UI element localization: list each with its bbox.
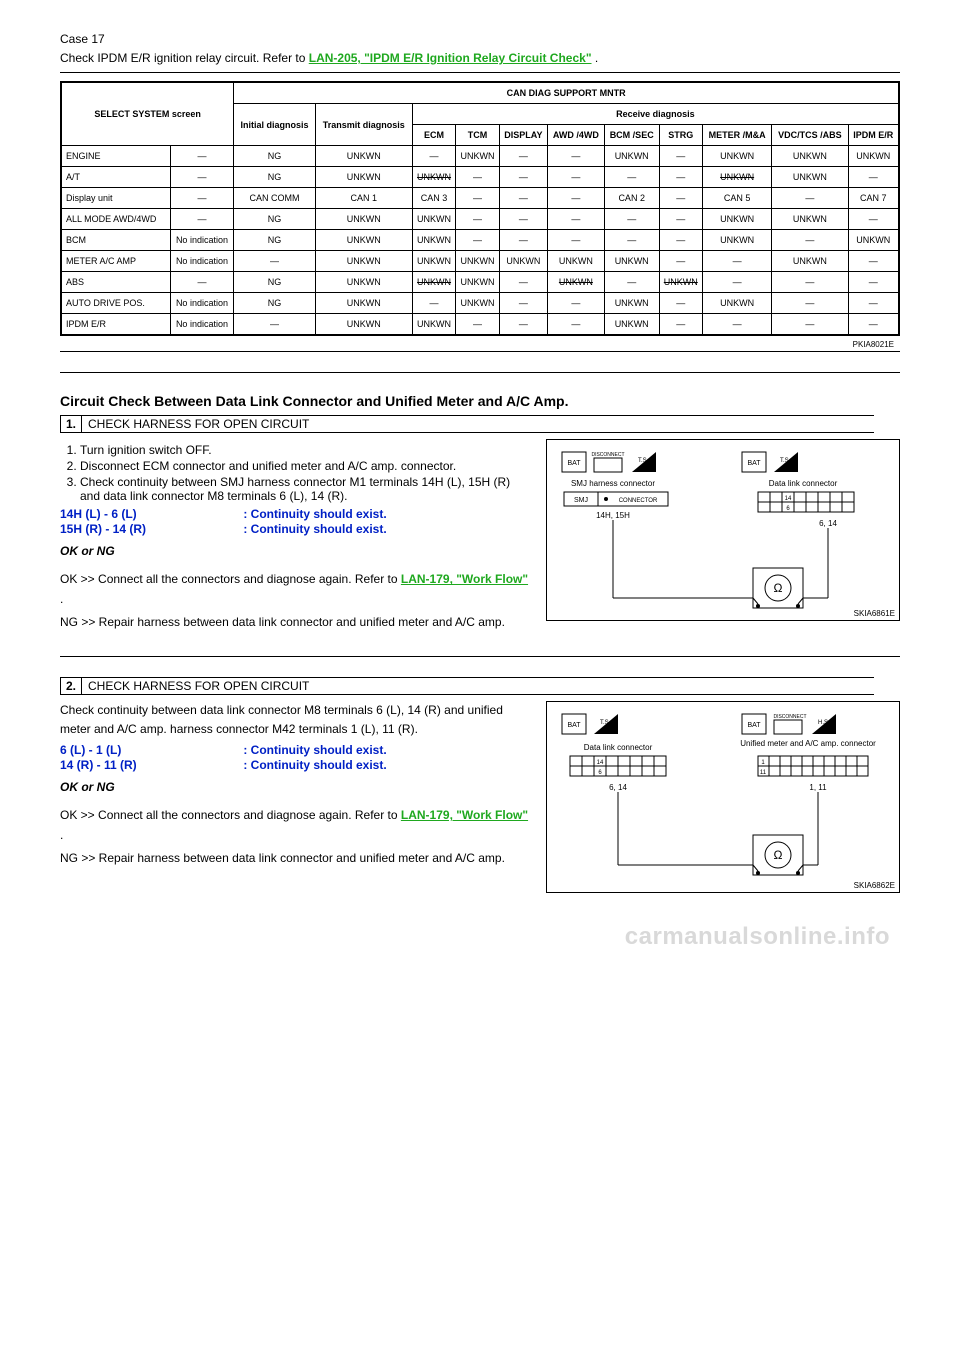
svg-text:BAT: BAT (747, 460, 761, 467)
table-row: ALL MODE AWD/4WD—NGUNKWNUNKWN—————UNKWNU… (61, 209, 899, 230)
fig2-ref: SKIA6862E (854, 881, 895, 890)
col-receive: Receive diagnosis (412, 104, 899, 125)
step1-list: Turn ignition switch OFF. Disconnect ECM … (80, 443, 531, 503)
step1-okng: OK or NG (60, 544, 531, 558)
svg-text:1: 1 (761, 760, 765, 766)
step1-ng: NG >> Repair harness between data link c… (60, 613, 531, 632)
step1-spec2: 15H (R) - 14 (R) : Continuity should exi… (60, 522, 531, 536)
diag-table-body: ENGINE—NGUNKWN—UNKWN——UNKWN—UNKWNUNKWNUN… (61, 146, 899, 336)
svg-text:T.S.: T.S. (780, 458, 791, 464)
svg-text:SMJ: SMJ (574, 497, 588, 504)
svg-text:CONNECTOR: CONNECTOR (619, 498, 658, 504)
col-initial: Initial diagnosis (234, 104, 315, 146)
step2-body: Check continuity between data link conne… (60, 701, 900, 893)
step2-title: CHECK HARNESS FOR OPEN CIRCUIT (82, 677, 874, 695)
step2-text: Check continuity between data link conne… (60, 701, 531, 739)
step2-figure: BAT T.S. BAT DISCONNECT H.S. Data link c… (546, 701, 900, 893)
svg-text:DISCONNECT: DISCONNECT (773, 714, 806, 720)
svg-text:BAT: BAT (747, 722, 761, 729)
svg-text:6: 6 (786, 506, 790, 512)
watermark: carmanualsonline.info (60, 923, 900, 951)
svg-text:Data link connector: Data link connector (769, 479, 838, 488)
rule-1 (60, 372, 900, 373)
svg-text:Ω: Ω (774, 581, 783, 595)
recv-col: IPDM E/R (848, 125, 899, 146)
table-row: ENGINE—NGUNKWN—UNKWN——UNKWN—UNKWNUNKWNUN… (61, 146, 899, 167)
table-row: A/T—NGUNKWNUNKWN—————UNKWNUNKWN— (61, 167, 899, 188)
step2-ok: OK >> Connect all the connectors and dia… (60, 806, 531, 844)
step2-left: Check continuity between data link conne… (60, 701, 531, 872)
case-label: Case 17 (60, 32, 105, 46)
step2-spec1: 6 (L) - 1 (L) : Continuity should exist. (60, 743, 531, 757)
diag-table: SELECT SYSTEM screen CAN DIAG SUPPORT MN… (60, 81, 900, 336)
case-link[interactable]: LAN-205, "IPDM E/R Ignition Relay Circui… (309, 51, 592, 65)
table-row: IPDM E/RNo indication—UNKWNUNKWN———UNKWN… (61, 314, 899, 336)
svg-text:BAT: BAT (567, 460, 581, 467)
svg-text:6, 14: 6, 14 (609, 783, 627, 792)
diag-table-wrap: SELECT SYSTEM screen CAN DIAG SUPPORT MN… (60, 72, 900, 352)
col-transmit: Transmit diagnosis (315, 104, 412, 146)
svg-text:11: 11 (760, 770, 767, 776)
recv-col: STRG (659, 125, 703, 146)
case-period: . (595, 51, 598, 65)
list-item: Disconnect ECM connector and unified met… (80, 459, 531, 473)
svg-text:14H, 15H: 14H, 15H (596, 511, 630, 520)
step1-figure: BAT DISCONNECT T.S. BAT T.S. SMJ harness (546, 439, 900, 621)
case-line: Case 17 Check IPDM E/R ignition relay ci… (60, 30, 900, 68)
svg-text:Data link connector: Data link connector (584, 743, 653, 752)
step1-ok: OK >> Connect all the connectors and dia… (60, 570, 531, 608)
recv-col: BCM /SEC (604, 125, 659, 146)
step2-ng: NG >> Repair harness between data link c… (60, 849, 531, 868)
svg-text:6: 6 (598, 770, 602, 776)
rule-2 (60, 656, 900, 657)
svg-text:DISCONNECT: DISCONNECT (591, 452, 624, 458)
recv-col: METER /M&A (703, 125, 772, 146)
svg-text:Ω: Ω (774, 848, 783, 862)
svg-text:6, 14: 6, 14 (819, 519, 837, 528)
page: Case 17 Check IPDM E/R ignition relay ci… (0, 0, 960, 1011)
step2-spec2: 14 (R) - 11 (R) : Continuity should exis… (60, 758, 531, 772)
table-row: AUTO DRIVE POS.No indicationNGUNKWN—UNKW… (61, 293, 899, 314)
svg-text:BAT: BAT (567, 722, 581, 729)
step1-workflow-link[interactable]: LAN-179, "Work Flow" (401, 572, 528, 586)
svg-text:T.S.: T.S. (638, 458, 649, 464)
recv-col: ECM (412, 125, 456, 146)
list-item: Check continuity between SMJ harness con… (80, 475, 531, 503)
svg-text:H.S.: H.S. (818, 720, 830, 726)
fig1-ref: SKIA6861E (854, 609, 895, 618)
recv-col: DISPLAY (499, 125, 547, 146)
step1-left: Turn ignition switch OFF. Disconnect ECM … (60, 439, 531, 636)
table-row: BCMNo indicationNGUNKWNUNKWN—————UNKWN—U… (61, 230, 899, 251)
col-select: SELECT SYSTEM screen (61, 82, 234, 146)
recv-col: TCM (456, 125, 500, 146)
diag-table-head: SELECT SYSTEM screen CAN DIAG SUPPORT MN… (61, 82, 899, 146)
step2-header: 2.CHECK HARNESS FOR OPEN CIRCUIT (60, 677, 900, 695)
svg-text:14: 14 (597, 760, 604, 766)
step1-spec1: 14H (L) - 6 (L) : Continuity should exis… (60, 507, 531, 521)
svg-text:SMJ harness connector: SMJ harness connector (571, 479, 655, 488)
step1-num: 1. (60, 415, 82, 433)
table-row: METER A/C AMPNo indication—UNKWNUNKWNUNK… (61, 251, 899, 272)
section-title: Circuit Check Between Data Link Connecto… (60, 393, 900, 409)
step1-body: Turn ignition switch OFF. Disconnect ECM … (60, 439, 900, 636)
list-item: Turn ignition switch OFF. (80, 443, 531, 457)
svg-text:1, 11: 1, 11 (809, 783, 827, 792)
svg-text:14: 14 (785, 496, 792, 502)
recv-col: AWD /4WD (547, 125, 604, 146)
col-group: CAN DIAG SUPPORT MNTR (234, 82, 899, 104)
table-row: ABS—NGUNKWNUNKWNUNKWN—UNKWN—UNKWN——— (61, 272, 899, 293)
recv-col: VDC/TCS /ABS (772, 125, 848, 146)
case-desc: Check IPDM E/R ignition relay circuit. R… (60, 51, 309, 65)
step2-num: 2. (60, 677, 82, 695)
step1-title: CHECK HARNESS FOR OPEN CIRCUIT (82, 415, 874, 433)
step2-workflow-link[interactable]: LAN-179, "Work Flow" (401, 808, 528, 822)
svg-text:Unified meter and A/C amp. con: Unified meter and A/C amp. connector (740, 739, 876, 748)
fig2-svg: BAT T.S. BAT DISCONNECT H.S. Data link c… (558, 710, 888, 890)
fig1-svg: BAT DISCONNECT T.S. BAT T.S. SMJ harness (558, 448, 888, 618)
table-row: Display unit—CAN COMMCAN 1CAN 3———CAN 2—… (61, 188, 899, 209)
svg-text:T.S.: T.S. (600, 720, 611, 726)
step2-okng: OK or NG (60, 780, 531, 794)
diag-ref: PKIA8021E (60, 338, 900, 351)
step1-header: 1.CHECK HARNESS FOR OPEN CIRCUIT (60, 415, 900, 433)
